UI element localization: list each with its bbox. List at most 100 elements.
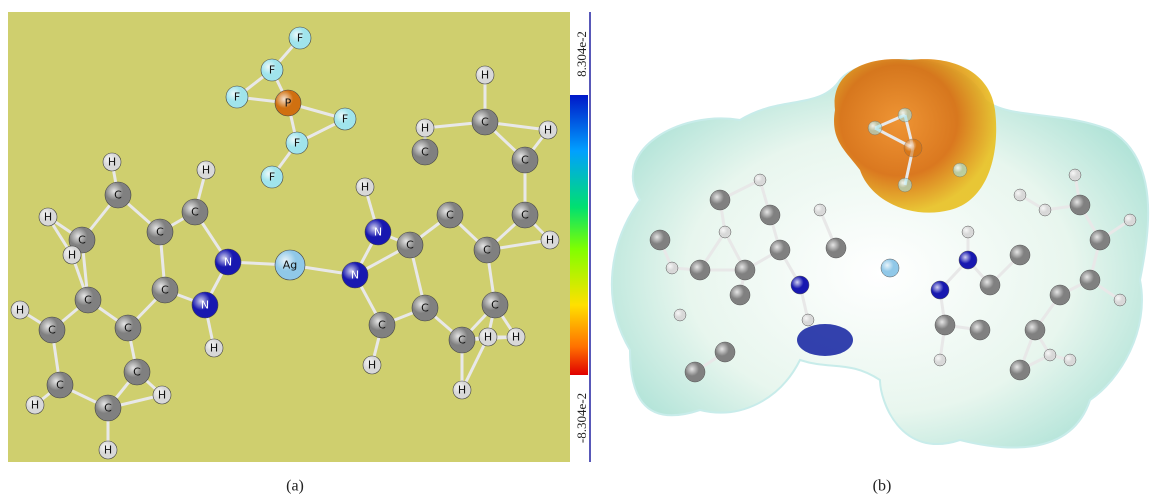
colorbar-max-label: 8.304e-2 <box>574 31 589 77</box>
atom-highlight <box>898 108 912 122</box>
atom-highlight <box>959 251 977 269</box>
atom-highlight <box>1090 230 1110 250</box>
atom-label: H <box>31 399 39 412</box>
atom-label: C <box>406 239 414 252</box>
atom-label: C <box>114 189 122 202</box>
atom-highlight <box>770 240 790 260</box>
atom-highlight <box>935 315 955 335</box>
atom-highlight <box>1010 245 1030 265</box>
atom-label: C <box>521 154 529 167</box>
atom-label: H <box>158 389 166 402</box>
atom-label: N <box>374 226 382 239</box>
atom-label: H <box>544 124 552 137</box>
atom-label: C <box>458 334 466 347</box>
atom-label: Ag <box>283 259 298 272</box>
atom-label: H <box>16 304 24 317</box>
atom-label: H <box>202 164 210 177</box>
atom-label: H <box>44 211 52 224</box>
atom-highlight <box>802 314 814 326</box>
atom-label: H <box>210 342 218 355</box>
atom-label: H <box>481 69 489 82</box>
atom-highlight <box>953 163 967 177</box>
atom-highlight <box>791 276 809 294</box>
atom-highlight <box>1064 354 1076 366</box>
atom-highlight <box>962 226 974 238</box>
atom-label: P <box>285 97 292 110</box>
atom-label: H <box>104 444 112 457</box>
atom-label: H <box>421 122 429 135</box>
atom-highlight <box>1010 360 1030 380</box>
atom-label: C <box>378 319 386 332</box>
atom-highlight <box>674 309 686 321</box>
atom-label: H <box>546 234 554 247</box>
atom-highlight <box>650 230 670 250</box>
atom-label: H <box>108 156 116 169</box>
atom-highlight <box>934 354 946 366</box>
atom-label: C <box>481 116 489 129</box>
caption: (a) <box>286 478 304 495</box>
colorbar <box>570 95 588 375</box>
atom-label: C <box>491 299 499 312</box>
atom-label: N <box>201 299 209 312</box>
atom-label: F <box>342 113 348 126</box>
atom-highlight <box>881 259 899 277</box>
atom-highlight <box>666 262 678 274</box>
atom-label: H <box>361 181 369 194</box>
atom-label: C <box>48 324 56 337</box>
atom-label: H <box>458 384 466 397</box>
atom-label: C <box>156 226 164 239</box>
atom-label: F <box>297 32 303 45</box>
atom-label: F <box>234 91 240 104</box>
atom-highlight <box>868 121 882 135</box>
atom-highlight <box>690 260 710 280</box>
atom-highlight <box>1044 349 1056 361</box>
atom-label: H <box>68 249 76 262</box>
atom-label: C <box>124 322 132 335</box>
atom-label: C <box>78 234 86 247</box>
atom-highlight <box>1069 169 1081 181</box>
atom-label: N <box>351 269 359 282</box>
atom-label: H <box>512 331 520 344</box>
atom-highlight <box>1070 195 1090 215</box>
atom-highlight <box>970 320 990 340</box>
atom-highlight <box>754 174 766 186</box>
atom-highlight <box>1014 189 1026 201</box>
atom-label: C <box>483 244 491 257</box>
atom-label: C <box>191 206 199 219</box>
atom-highlight <box>730 285 750 305</box>
atom-label: C <box>446 209 454 222</box>
atom-highlight <box>980 275 1000 295</box>
atom-highlight <box>931 281 949 299</box>
atom-label: C <box>161 284 169 297</box>
atom-label: H <box>484 331 492 344</box>
atom-label: C <box>56 379 64 392</box>
figure: PFFFFFFAgNNHCHCCCHCHHCCHCHCHCHCNHNCCHCCH… <box>0 0 1162 499</box>
atom-highlight <box>1025 320 1045 340</box>
atom-label: F <box>269 64 275 77</box>
caption: (b) <box>873 478 892 495</box>
colorbar-min-label: -8.304e-2 <box>574 393 589 443</box>
atom-highlight <box>760 205 780 225</box>
atom-label: C <box>421 302 429 315</box>
atom-highlight <box>1039 204 1051 216</box>
atom-highlight <box>814 204 826 216</box>
atom-label: F <box>294 137 300 150</box>
atom-highlight <box>826 238 846 258</box>
atom-label: N <box>224 256 232 269</box>
atom-highlight <box>735 260 755 280</box>
atom-highlight <box>710 190 730 210</box>
atom-label: C <box>521 209 529 222</box>
atom-highlight <box>1080 270 1100 290</box>
atom-highlight <box>719 226 731 238</box>
atom-label: H <box>368 359 376 372</box>
positive-region <box>797 324 853 356</box>
atom-label: F <box>269 171 275 184</box>
atom-highlight <box>1114 294 1126 306</box>
atom-highlight <box>685 362 705 382</box>
atom-highlight <box>904 139 922 157</box>
atom-label: C <box>104 402 112 415</box>
atom-highlight <box>1124 214 1136 226</box>
atom-label: C <box>421 146 429 159</box>
atom-highlight <box>898 178 912 192</box>
atom-label: C <box>84 294 92 307</box>
